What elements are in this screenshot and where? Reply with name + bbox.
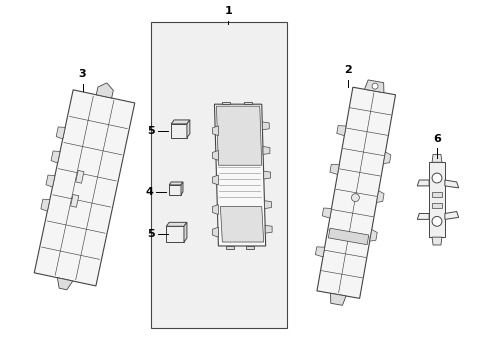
Text: 6: 6 xyxy=(433,134,441,144)
Polygon shape xyxy=(56,127,65,139)
Polygon shape xyxy=(376,191,384,202)
Polygon shape xyxy=(246,246,254,249)
Polygon shape xyxy=(365,80,384,93)
Polygon shape xyxy=(213,126,219,136)
Polygon shape xyxy=(244,102,252,104)
Polygon shape xyxy=(337,126,346,136)
Polygon shape xyxy=(445,180,459,188)
Polygon shape xyxy=(264,171,270,179)
Circle shape xyxy=(432,173,442,183)
Bar xyxy=(432,203,442,208)
Polygon shape xyxy=(213,150,219,160)
Polygon shape xyxy=(263,147,270,154)
Polygon shape xyxy=(317,87,395,298)
Polygon shape xyxy=(169,182,183,185)
Polygon shape xyxy=(331,293,346,305)
Bar xyxy=(429,162,445,237)
Polygon shape xyxy=(213,175,219,185)
Polygon shape xyxy=(57,278,73,290)
Text: 2: 2 xyxy=(344,65,352,75)
Bar xyxy=(169,185,181,195)
Polygon shape xyxy=(41,199,50,211)
Polygon shape xyxy=(213,204,219,215)
Polygon shape xyxy=(328,228,369,245)
Text: 4: 4 xyxy=(146,187,153,197)
Polygon shape xyxy=(322,208,332,218)
Polygon shape xyxy=(226,246,234,249)
Text: 3: 3 xyxy=(79,69,86,78)
Circle shape xyxy=(372,83,378,89)
Polygon shape xyxy=(417,180,429,186)
Bar xyxy=(171,124,187,138)
Polygon shape xyxy=(217,106,262,165)
Text: 1: 1 xyxy=(224,5,232,15)
Circle shape xyxy=(351,194,359,202)
Polygon shape xyxy=(220,207,264,242)
Bar xyxy=(432,192,442,197)
Polygon shape xyxy=(213,227,219,237)
Text: 5: 5 xyxy=(147,126,155,136)
Polygon shape xyxy=(265,201,271,208)
Polygon shape xyxy=(262,122,269,130)
Polygon shape xyxy=(46,175,55,187)
Polygon shape xyxy=(75,170,84,183)
Polygon shape xyxy=(265,225,272,233)
Text: 5: 5 xyxy=(147,229,155,239)
Polygon shape xyxy=(432,154,442,162)
Bar xyxy=(166,226,184,242)
Polygon shape xyxy=(445,212,459,219)
Polygon shape xyxy=(432,237,442,245)
Bar xyxy=(151,22,287,328)
Circle shape xyxy=(432,216,442,226)
Polygon shape xyxy=(34,90,135,286)
Polygon shape xyxy=(222,102,230,104)
Polygon shape xyxy=(383,152,391,163)
Polygon shape xyxy=(187,120,190,138)
Polygon shape xyxy=(370,230,377,241)
Polygon shape xyxy=(171,120,190,124)
Polygon shape xyxy=(71,194,79,207)
Polygon shape xyxy=(215,104,266,246)
Polygon shape xyxy=(96,83,113,98)
Polygon shape xyxy=(184,222,187,242)
Polygon shape xyxy=(51,151,60,163)
Polygon shape xyxy=(166,222,187,226)
Polygon shape xyxy=(316,247,325,257)
Polygon shape xyxy=(417,213,429,219)
Polygon shape xyxy=(181,182,183,195)
Polygon shape xyxy=(330,165,339,175)
